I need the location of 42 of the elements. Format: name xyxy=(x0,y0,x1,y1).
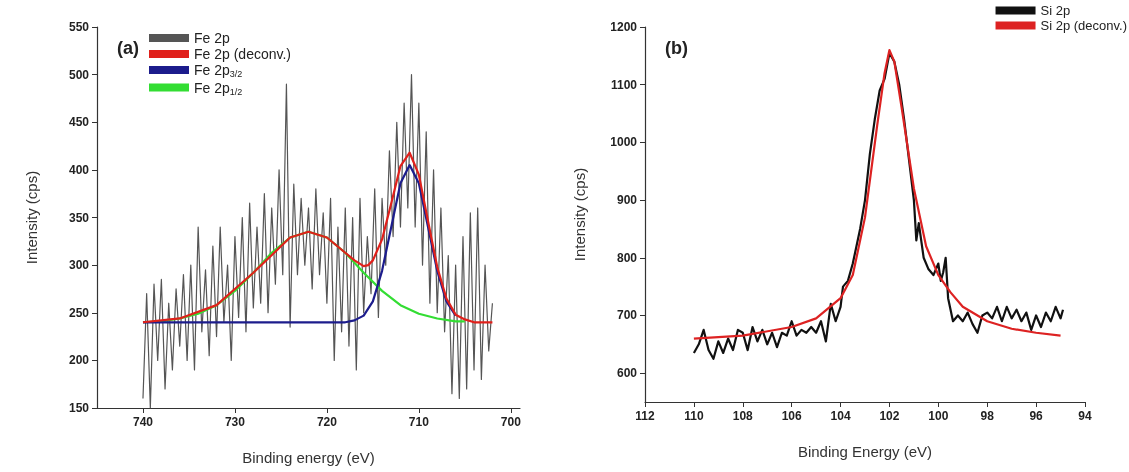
y-axis-title: Intensity (cps) xyxy=(23,170,40,265)
x-tick-label: 710 xyxy=(408,415,430,429)
x-tick-label: 104 xyxy=(830,409,851,423)
y-tick-label: 350 xyxy=(68,210,90,225)
y-tick-label: 500 xyxy=(68,67,90,82)
legend-label: Fe 2p xyxy=(194,30,231,46)
y-tick-label: 900 xyxy=(616,193,638,208)
y-tick-label: 300 xyxy=(68,258,90,273)
x-axis-title: Binding Energy (eV) xyxy=(797,443,933,460)
y-tick-label: 1100 xyxy=(610,77,638,92)
x-tick-label: 100 xyxy=(928,409,949,423)
x-tick-label: 112 xyxy=(635,409,656,423)
x-tick-label: 98 xyxy=(980,409,995,423)
x-tick-label: 96 xyxy=(1029,409,1044,423)
x-tick-label: 730 xyxy=(224,415,246,429)
legend-label: Si 2p (deconv.) xyxy=(1040,18,1127,33)
y-tick-label: 1200 xyxy=(610,20,638,34)
annotation: (a) xyxy=(117,38,139,58)
y-tick-label: 250 xyxy=(68,305,90,320)
legend-label: Si 2p xyxy=(1040,3,1071,18)
y-tick-label: 150 xyxy=(68,401,90,415)
y-tick-label: 1000 xyxy=(610,135,638,150)
x-axis-title: Binding energy (eV) xyxy=(242,449,375,466)
line-series xyxy=(141,151,494,324)
y-tick-label: 700 xyxy=(616,308,638,323)
y-axis-title: Intensity (cps) xyxy=(571,167,588,262)
y-tick-label: 550 xyxy=(68,20,90,34)
x-tick-label: 700 xyxy=(500,415,522,429)
legend-label: Fe 2p (deconv.) xyxy=(194,46,292,62)
x-tick-label: 110 xyxy=(684,409,704,423)
x-tick-label: 720 xyxy=(316,415,338,429)
y-tick-label: 400 xyxy=(68,162,90,177)
y-tick-label: 600 xyxy=(616,366,638,381)
x-tick-label: 740 xyxy=(132,415,154,429)
x-tick-label: 108 xyxy=(732,409,754,423)
x-tick-label: 94 xyxy=(1078,409,1092,423)
x-tick-label: 106 xyxy=(781,409,802,423)
y-tick-label: 200 xyxy=(68,353,90,368)
annotation: (b) xyxy=(665,38,688,58)
x-tick-label: 102 xyxy=(879,409,900,423)
y-tick-label: 450 xyxy=(68,115,90,130)
y-tick-label: 800 xyxy=(616,250,638,265)
